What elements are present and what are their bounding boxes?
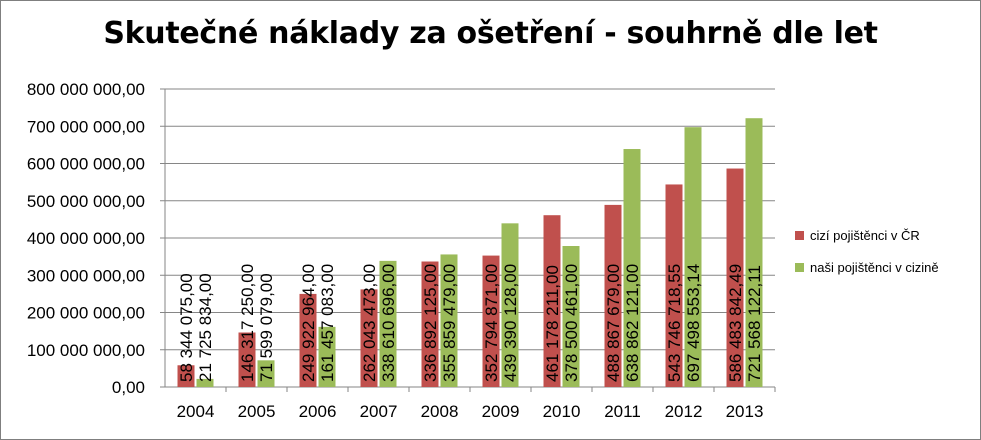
bar-cizi xyxy=(299,293,317,387)
legend-label: naši pojištěnci v cizině xyxy=(810,260,939,275)
data-label: 71 599 079,00 xyxy=(257,273,276,382)
bar-nasi xyxy=(318,326,336,387)
bar-nasi xyxy=(562,246,580,387)
bar-cizi xyxy=(726,168,744,387)
bar-nasi xyxy=(501,223,519,387)
data-label: 638 862 121,00 xyxy=(623,264,642,382)
y-tick-label: 400 000 000,00 xyxy=(27,229,145,248)
bar-nasi xyxy=(684,127,702,387)
y-tick-label: 200 000 000,00 xyxy=(27,304,145,323)
bar-nasi xyxy=(440,254,458,387)
y-tick-label: 300 000 000,00 xyxy=(27,266,145,285)
y-tick-label: 100 000 000,00 xyxy=(27,341,145,360)
data-label: 161 457 083,00 xyxy=(318,264,337,382)
x-tick-label: 2011 xyxy=(604,402,641,421)
legend-swatch xyxy=(795,263,804,272)
bar-cizi xyxy=(177,365,195,387)
legend-swatch xyxy=(795,231,804,240)
x-tick-label: 2006 xyxy=(299,402,337,421)
data-label: 338 610 696,00 xyxy=(379,264,398,382)
data-label: 21 725 834,00 xyxy=(196,273,215,382)
y-tick-label: 800 000 000,00 xyxy=(27,80,145,99)
bar-cizi xyxy=(482,255,500,387)
bar-cizi xyxy=(421,261,439,387)
bar-cizi xyxy=(665,184,683,387)
y-tick-label: 0,00 xyxy=(112,378,145,397)
data-label: 488 867 679,00 xyxy=(604,264,623,382)
x-tick-label: 2008 xyxy=(421,402,459,421)
chart-title: Skutečné náklady za ošetření - souhrně d… xyxy=(103,16,878,51)
data-label: 721 568 122,11 xyxy=(745,265,764,382)
x-tick-label: 2004 xyxy=(177,402,215,421)
bar-cizi xyxy=(238,332,256,387)
y-tick-label: 700 000 000,00 xyxy=(27,117,145,136)
x-tick-label: 2012 xyxy=(665,402,703,421)
data-label: 586 483 842,49 xyxy=(726,264,745,382)
data-label: 146 317 250,00 xyxy=(238,264,257,382)
bar-nasi xyxy=(196,378,214,387)
bar-cizi xyxy=(604,204,622,387)
data-label: 262 043 473,00 xyxy=(360,264,379,382)
bar-nasi xyxy=(623,149,641,387)
bar-cizi xyxy=(543,215,561,387)
data-label: 355 859 479,00 xyxy=(440,264,459,382)
x-tick-label: 2005 xyxy=(238,402,276,421)
data-label: 543 746 718,55 xyxy=(665,264,684,382)
x-tick-label: 2010 xyxy=(543,402,581,421)
x-tick-label: 2007 xyxy=(360,402,398,421)
bar-nasi xyxy=(257,360,275,387)
data-label: 378 500 461,00 xyxy=(562,264,581,382)
y-tick-label: 500 000 000,00 xyxy=(27,192,145,211)
bar-cizi xyxy=(360,289,378,387)
data-label: 461 178 211,00 xyxy=(543,265,562,382)
y-tick-label: 600 000 000,00 xyxy=(27,155,145,174)
x-tick-label: 2013 xyxy=(726,402,764,421)
data-label: 439 390 128,00 xyxy=(501,264,520,382)
data-label: 58 344 075,00 xyxy=(177,273,196,382)
data-label: 336 892 125,00 xyxy=(421,264,440,382)
x-tick-label: 2009 xyxy=(482,402,520,421)
data-label: 697 498 553,14 xyxy=(684,264,703,382)
data-label: 249 922 964,00 xyxy=(299,264,318,382)
legend-label: cizí pojištěnci v ČR xyxy=(810,228,920,243)
bar-nasi xyxy=(745,118,763,387)
bar-nasi xyxy=(379,260,397,387)
data-label: 352 794 871,00 xyxy=(482,264,501,382)
